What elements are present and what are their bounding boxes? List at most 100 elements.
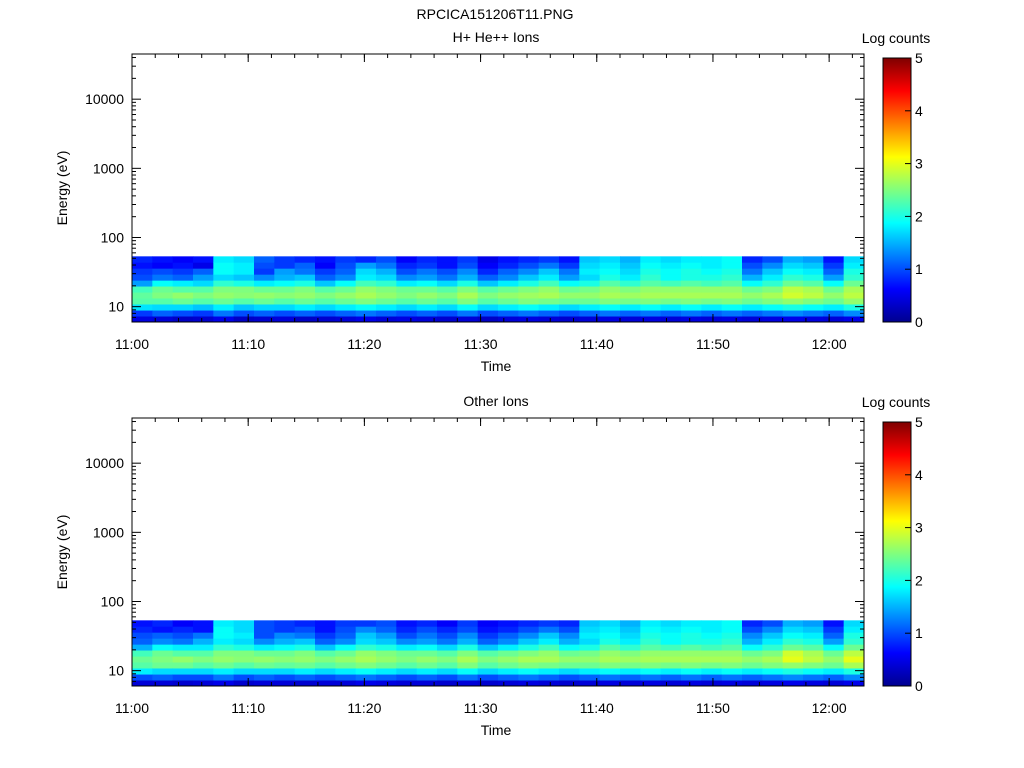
spectrogram-cell — [193, 316, 214, 323]
spectrogram-cell — [437, 256, 458, 263]
spectrogram-cell — [620, 304, 641, 311]
spectrogram-cell — [579, 292, 601, 299]
spectrogram-cell — [762, 286, 784, 293]
spectrogram-cell — [518, 292, 540, 299]
spectrogram-cell — [294, 638, 316, 645]
spectrogram-cell — [132, 274, 153, 281]
spectrogram-cell — [518, 280, 540, 287]
spectrogram-cell — [233, 632, 255, 639]
spectrogram-cell — [538, 644, 560, 651]
spectrogram-cell — [681, 656, 702, 663]
spectrogram-cell — [721, 650, 743, 657]
spectrogram-cell — [599, 262, 621, 269]
spectrogram-cell — [742, 626, 763, 633]
spectrogram-cell — [599, 626, 621, 633]
spectrogram-cell — [782, 638, 804, 645]
spectrogram-cell — [620, 268, 641, 275]
spectrogram-cell — [315, 310, 336, 317]
spectrogram-cell — [294, 632, 316, 639]
spectrogram-cell — [437, 298, 458, 305]
spectrogram-cell — [355, 650, 377, 657]
spectrogram-cell — [599, 668, 621, 675]
colorbar-tick-label: 2 — [915, 208, 923, 224]
spectrogram-cell — [457, 650, 479, 657]
spectrogram-cell — [599, 656, 621, 663]
spectrogram-cell — [721, 286, 743, 293]
spectrogram-cell — [213, 632, 235, 639]
spectrogram-cell — [396, 286, 418, 293]
spectrogram-cell — [803, 304, 824, 311]
spectrogram-cell — [172, 626, 194, 633]
spectrogram-cell — [681, 626, 702, 633]
spectrogram-cell — [172, 304, 194, 311]
spectrogram-cell — [843, 638, 865, 645]
spectrogram-cell — [620, 668, 641, 675]
spectrogram-cell — [254, 656, 275, 663]
spectrogram-cell — [701, 656, 723, 663]
spectrogram-cell — [640, 256, 662, 263]
spectrogram-cell — [477, 274, 499, 281]
spectrogram-cell — [294, 280, 316, 287]
spectrogram-cell — [335, 316, 357, 323]
spectrogram-cell — [315, 620, 336, 627]
spectrogram-cell — [538, 626, 560, 633]
spectrogram-cell — [599, 286, 621, 293]
spectrogram-cell — [721, 256, 743, 263]
spectrogram-cell — [518, 262, 540, 269]
spectrogram-cell — [437, 626, 458, 633]
spectrogram-cell — [152, 292, 174, 299]
figure-title: RPCICA151206T11.PNG — [416, 6, 574, 22]
spectrogram-cell — [559, 298, 580, 305]
spectrogram-cell — [376, 668, 397, 675]
colorbar-tick-label: 0 — [915, 314, 923, 330]
spectrogram-cell — [213, 638, 235, 645]
spectrogram-cell — [681, 286, 702, 293]
spectrogram-cell — [742, 268, 763, 275]
spectrogram-cell — [579, 274, 601, 281]
spectrogram-cell — [294, 268, 316, 275]
spectrogram-cell — [132, 304, 153, 311]
spectrogram-cell — [701, 638, 723, 645]
spectrogram-cell — [193, 644, 214, 651]
spectrogram-cell — [843, 262, 865, 269]
spectrogram-cell — [376, 626, 397, 633]
spectrogram-cell — [233, 286, 255, 293]
spectrogram-cell — [376, 268, 397, 275]
spectrogram-cell — [457, 316, 479, 323]
spectrogram-cell — [477, 256, 499, 263]
spectrogram-cell — [233, 674, 255, 681]
plot-frame — [131, 417, 865, 687]
spectrogram-cell — [396, 280, 418, 287]
spectrogram-cell — [213, 304, 235, 311]
spectrogram-cell — [172, 668, 194, 675]
spectrogram-cell — [355, 632, 377, 639]
spectrogram-cell — [538, 662, 560, 669]
spectrogram-cell — [457, 680, 479, 687]
spectrogram-cell — [132, 662, 153, 669]
spectrogram-cell — [274, 268, 296, 275]
spectrogram-cell — [355, 644, 377, 651]
y-tick-label: 1000 — [93, 160, 124, 176]
spectrogram-cell — [498, 292, 519, 299]
spectrogram-cell — [681, 680, 702, 687]
spectrogram-cell — [152, 638, 174, 645]
spectrogram-cell — [803, 674, 824, 681]
spectrogram-cell — [538, 656, 560, 663]
spectrogram-cell — [498, 304, 519, 311]
spectrogram-cell — [721, 644, 743, 651]
spectrogram-cell — [172, 674, 194, 681]
spectrogram-cell — [579, 674, 601, 681]
spectrogram-cell — [599, 268, 621, 275]
spectrogram-cell — [803, 620, 824, 627]
spectrogram-cell — [477, 620, 499, 627]
spectrogram-cell — [660, 268, 682, 275]
spectrogram-cell — [457, 298, 479, 305]
spectrogram-cell — [742, 280, 763, 287]
colorbar-tick-label: 4 — [915, 467, 923, 483]
spectrogram-cell — [396, 680, 418, 687]
spectrogram-cell — [457, 656, 479, 663]
axes: 11:00 11:10 11:20 11:30 11:40 11:50 12:00 10 100… — [85, 418, 864, 716]
spectrogram-cell — [843, 280, 865, 287]
spectrogram-cell — [579, 668, 601, 675]
spectrogram-cell — [294, 304, 316, 311]
